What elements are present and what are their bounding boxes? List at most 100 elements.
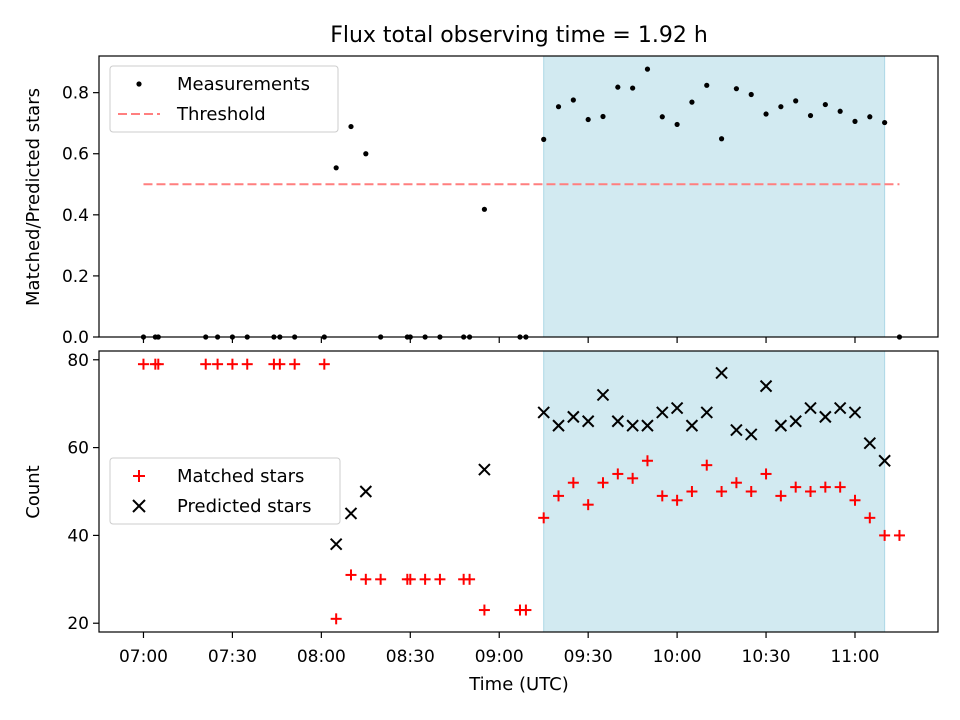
matched-star-point: [745, 486, 757, 497]
y-tick-label: 60: [67, 439, 89, 459]
matched-star-point: [701, 459, 713, 471]
matched-star-point: [671, 494, 683, 506]
measurement-point: [793, 98, 799, 104]
matched-star-point: [656, 490, 668, 502]
predicted-star-point: [819, 410, 832, 424]
predicted-star-point: [730, 423, 743, 437]
predicted-stars-series: [329, 366, 891, 551]
axes-frame: [98, 350, 939, 633]
measurement-point: [481, 206, 488, 212]
measurement-point: [555, 104, 562, 110]
predicted-star-point: [478, 463, 491, 476]
legend-box: [109, 65, 339, 133]
matched-star-point: [520, 604, 532, 616]
predicted-star-point: [789, 415, 802, 428]
measurement-point: [822, 101, 828, 108]
x-tick-label: 09:30: [564, 647, 613, 667]
shaded-span: [543, 350, 886, 633]
y-tick-label: 0.8: [62, 84, 89, 104]
matched-star-point: [893, 529, 905, 541]
measurement-point: [689, 99, 695, 105]
matched-star-point: [864, 512, 876, 524]
measurement-point: [778, 104, 784, 110]
predicted-star-point: [774, 419, 788, 432]
matched-star-point: [274, 358, 286, 370]
matched-star-point: [686, 486, 698, 497]
matched-star-point: [849, 494, 861, 506]
legend-label-threshold: Threshold: [176, 104, 266, 125]
matched-star-point: [790, 481, 802, 493]
x-axis-label: Time (UTC): [468, 674, 569, 695]
measurement-point: [541, 136, 547, 142]
predicted-star-point: [537, 406, 550, 419]
observing-window-span: [543, 55, 886, 338]
measurement-point: [570, 97, 576, 103]
predicted-star-point: [685, 419, 699, 432]
matched-star-point: [212, 358, 224, 370]
measurement-point: [733, 86, 740, 92]
predicted-star-point: [700, 406, 713, 419]
predicted-star-point: [552, 419, 565, 432]
predicted-star-point: [759, 379, 773, 393]
matched-star-point: [330, 613, 342, 625]
predicted-star-point: [670, 401, 684, 415]
predicted-star-point: [848, 406, 862, 419]
measurement-point: [882, 119, 888, 126]
matched-star-point: [318, 358, 330, 370]
x-tick-label: 07:30: [208, 647, 257, 667]
chart-title: Flux total observing time = 1.92 h: [330, 23, 708, 48]
matched-star-point: [879, 529, 891, 541]
shaded-span: [543, 55, 886, 338]
y-axis-label: Matched/Predicted stars: [23, 88, 44, 306]
observing-window-span: [543, 350, 886, 633]
x-tick-label: 09:00: [475, 647, 524, 667]
legend-label-predicted: Predicted stars: [177, 496, 311, 517]
matched-star-point: [612, 468, 624, 480]
y-tick-label: 0.0: [62, 328, 89, 348]
predicted-star-point: [745, 428, 758, 441]
matched-star-point: [641, 455, 653, 467]
matched-star-point: [345, 569, 357, 581]
legend-label-measurements: Measurements: [177, 74, 310, 95]
measurement-point: [585, 116, 591, 123]
predicted-star-point: [641, 419, 654, 432]
y-axis-label: Count: [23, 465, 44, 518]
measurement-point: [852, 118, 858, 124]
y-tick-label: 0.6: [62, 145, 89, 165]
predicted-star-point: [626, 419, 639, 432]
predicted-star-point: [833, 401, 847, 415]
matched-star-point: [805, 486, 817, 497]
matched-star-point: [819, 481, 831, 493]
matched-star-point: [137, 358, 149, 370]
legend-marker-measurements: [136, 81, 142, 87]
legend-marker-predicted: [132, 499, 146, 513]
predicted-star-point: [581, 415, 595, 428]
predicted-star-point: [344, 507, 358, 520]
measurement-point: [333, 165, 339, 171]
matched-star-point: [152, 358, 164, 370]
x-tick-label: 08:00: [297, 647, 346, 667]
measurement-point: [837, 108, 843, 114]
matched-star-point: [834, 481, 846, 493]
x-tick-label: 10:00: [653, 647, 702, 667]
y-tick-label: 0.4: [62, 206, 89, 226]
measurement-point: [748, 91, 754, 98]
predicted-star-point: [329, 537, 343, 551]
measurement-point: [659, 114, 665, 120]
y-tick-label: 40: [67, 526, 89, 546]
predicted-star-point: [596, 388, 610, 402]
matched-star-point: [241, 358, 253, 370]
measurement-point: [867, 114, 873, 120]
measurement-point: [763, 111, 769, 117]
matched-star-point: [200, 358, 212, 370]
measurement-point: [348, 123, 354, 130]
matched-star-point: [226, 358, 238, 370]
predicted-star-point: [359, 485, 373, 498]
predicted-star-point: [878, 454, 891, 467]
panel-ratio: Flux total observing time = 1.92 h 0.0 0.…: [23, 23, 939, 348]
matched-star-point: [716, 486, 728, 497]
matched-star-point: [553, 490, 565, 502]
predicted-star-point: [656, 406, 669, 419]
matched-star-point: [538, 512, 550, 524]
